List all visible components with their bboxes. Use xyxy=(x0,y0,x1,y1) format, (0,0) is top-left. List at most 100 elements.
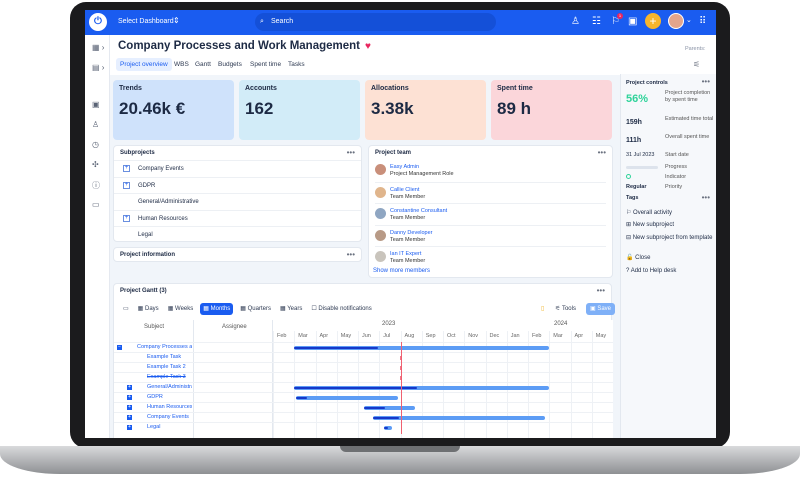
action-new-subproject-from-template[interactable]: ⊟ New subproject from template xyxy=(626,235,714,242)
gantt-subject-link[interactable]: General/Administrative xyxy=(147,384,192,390)
gantt-subject-link[interactable]: Human Resources xyxy=(147,404,192,410)
expand-icon[interactable]: + xyxy=(127,394,132,400)
gantt-bar[interactable] xyxy=(294,386,550,390)
show-more-members-link[interactable]: Show more members xyxy=(373,267,431,274)
project-information-card: Project information ••• xyxy=(113,247,362,262)
apps-grid-icon[interactable]: ⠿ xyxy=(699,16,707,27)
gantt-bar[interactable] xyxy=(372,416,545,420)
subproject-item[interactable]: General/Administrative xyxy=(114,193,361,210)
member-name-link[interactable]: Danny Developer xyxy=(390,229,433,236)
kpi-spent-time[interactable]: Spent time 89 h xyxy=(491,80,612,140)
gantt-bar[interactable] xyxy=(364,406,416,410)
expand-icon[interactable]: + xyxy=(123,214,130,222)
column-assignee[interactable]: Assignee xyxy=(222,324,247,330)
add-button[interactable]: + xyxy=(645,13,661,29)
gantt-bar[interactable] xyxy=(383,426,392,430)
user-icon[interactable]: ♙ xyxy=(571,16,580,27)
gantt-bar[interactable] xyxy=(296,396,399,400)
gantt-row[interactable]: Example Task xyxy=(114,352,613,362)
puzzle-icon[interactable]: ✣ xyxy=(92,160,99,169)
disable-notifications-checkbox[interactable]: ☐ Disable notifications xyxy=(311,306,372,312)
modules-icon[interactable]: ▦ › xyxy=(92,43,105,52)
more-icon[interactable]: ••• xyxy=(346,148,355,157)
flag-icon[interactable]: ⚐ xyxy=(611,16,620,27)
kpi-allocations[interactable]: Allocations 3.38k xyxy=(365,80,486,140)
more-icon[interactable]: ••• xyxy=(346,250,355,259)
more-icon[interactable]: ••• xyxy=(597,148,606,157)
more-icon[interactable]: ••• xyxy=(701,77,710,86)
member-name-link[interactable]: Constantine Consultant xyxy=(390,208,448,214)
tab-spent-time[interactable]: Spent time xyxy=(250,61,282,68)
subproject-item[interactable]: Legal xyxy=(114,226,361,243)
expand-icon[interactable]: + xyxy=(127,424,132,430)
expand-icon[interactable]: + xyxy=(123,181,130,189)
help-icon[interactable]: ⓘ xyxy=(92,181,100,190)
search-input[interactable]: ⌕ Search xyxy=(255,13,496,31)
expand-icon[interactable]: + xyxy=(127,414,132,420)
expand-icon[interactable]: + xyxy=(123,165,130,172)
chat-icon[interactable]: ▭ xyxy=(92,200,100,209)
gantt-row[interactable]: − Company Processes and Work Management xyxy=(114,342,613,352)
project-menu-icon[interactable]: ▤ › xyxy=(92,63,105,72)
subproject-item[interactable]: + Human Resources xyxy=(114,209,361,227)
gantt-subject-link[interactable]: Example Task 3 xyxy=(147,374,186,380)
action-close[interactable]: 🔓 Close xyxy=(626,255,714,262)
checklist-icon[interactable]: ☷ xyxy=(592,16,601,27)
expand-icon[interactable]: + xyxy=(127,404,132,410)
action-new-subproject[interactable]: ⊞ New subproject xyxy=(626,222,714,229)
gantt-subject-link[interactable]: Example Task 2 xyxy=(147,364,186,370)
gantt-row[interactable]: + Legal xyxy=(114,422,613,432)
chevron-updown-icon[interactable]: ⇕ xyxy=(173,16,180,25)
favorite-heart-icon[interactable]: ♥ xyxy=(365,40,371,52)
zoom-months-button[interactable]: ▦ Months xyxy=(200,303,234,315)
action-overall-activity[interactable]: ⚐ Overall activity xyxy=(626,210,714,217)
save-button[interactable]: ▣ Save xyxy=(586,303,616,315)
zoom-years-button[interactable]: ▦ Years xyxy=(278,303,304,315)
expand-icon[interactable]: + xyxy=(127,384,132,390)
more-icon[interactable]: ••• xyxy=(701,193,710,202)
tab-wbs[interactable]: WBS xyxy=(174,61,189,68)
gantt-row[interactable]: + GDPR xyxy=(114,392,613,402)
user-avatar[interactable] xyxy=(668,13,684,29)
collapse-icon[interactable]: − xyxy=(117,344,122,350)
subproject-item[interactable]: + Company Events xyxy=(114,160,361,177)
gantt-bar[interactable] xyxy=(294,346,550,350)
gantt-subject-link[interactable]: Legal xyxy=(147,424,161,430)
member-name-link[interactable]: Easy Admin xyxy=(390,164,420,170)
gantt-row[interactable]: Example Task 2 xyxy=(114,362,613,372)
subproject-item[interactable]: + GDPR xyxy=(114,176,361,194)
tab-tasks[interactable]: Tasks xyxy=(288,61,305,68)
chevron-down-icon[interactable]: ⌄ xyxy=(686,17,692,24)
settings-sliders-icon[interactable]: ⚟ xyxy=(693,60,701,69)
gantt-subject-link[interactable]: Company Events xyxy=(147,414,189,420)
app-logo[interactable]: ⏻ xyxy=(89,13,107,31)
member-name-link[interactable]: Callie Client xyxy=(390,186,420,193)
gantt-subject-link[interactable]: GDPR xyxy=(147,394,163,400)
gantt-row[interactable]: Example Task 3 xyxy=(114,372,613,382)
dashboard-select[interactable]: Select Dashboard xyxy=(118,18,174,25)
tools-button[interactable]: ⚟ Tools xyxy=(555,306,576,312)
gantt-row[interactable]: + Human Resources xyxy=(114,402,613,412)
more-icon[interactable]: ••• xyxy=(596,286,605,295)
column-subject[interactable]: Subject xyxy=(144,324,165,330)
gantt-subject-link[interactable]: Example Task xyxy=(147,354,182,360)
action-add-to-help-desk[interactable]: ? Add to Help desk xyxy=(626,268,714,275)
tab-project-overview[interactable]: Project overview xyxy=(116,58,172,71)
clock-icon[interactable]: ◷ xyxy=(92,140,99,149)
warning-icon[interactable]: ▯ xyxy=(541,306,545,312)
zoom-weeks-button[interactable]: ▦ Weeks xyxy=(166,303,196,315)
tab-gantt[interactable]: Gantt xyxy=(195,61,211,68)
calendar-icon[interactable]: ▣ xyxy=(628,16,638,27)
gantt-row[interactable]: + General/Administrative xyxy=(114,382,613,392)
zoom-days-button[interactable]: ▦ Days xyxy=(136,303,161,315)
zoom-quarters-button[interactable]: ▦ Quarters xyxy=(238,303,273,315)
gantt-row[interactable]: + Company Events xyxy=(114,412,613,422)
user-icon[interactable]: ♙ xyxy=(92,120,100,129)
gantt-subject-link[interactable]: Company Processes and Work Management xyxy=(137,344,192,350)
kpi-accounts[interactable]: Accounts 162 xyxy=(239,80,360,140)
tab-budgets[interactable]: Budgets xyxy=(218,61,242,68)
kpi-trends[interactable]: Trends 20.46k € xyxy=(113,80,234,140)
calendar-icon[interactable]: ▣ xyxy=(92,100,100,109)
member-name-link[interactable]: Ian IT Expert xyxy=(390,251,422,257)
calendar-icon[interactable]: ▭ xyxy=(123,306,129,312)
